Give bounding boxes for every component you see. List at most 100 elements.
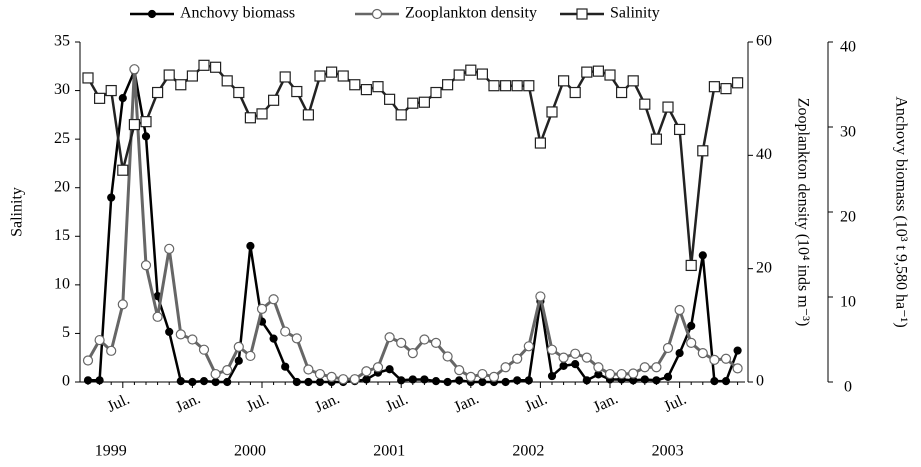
x-tick-label: Jul. xyxy=(661,391,689,416)
data-point xyxy=(407,97,419,109)
data-point xyxy=(93,92,106,104)
data-point xyxy=(279,71,291,83)
data-point xyxy=(431,377,441,386)
data-point xyxy=(314,368,326,380)
data-point xyxy=(164,243,175,254)
data-point xyxy=(697,348,708,359)
y3-axis-label: Anchovy biomass (10³ t 9,580 ha⁻¹) xyxy=(892,96,909,327)
data-point xyxy=(94,334,105,346)
y2-tick-label: 40 xyxy=(756,146,772,163)
data-point xyxy=(698,251,707,260)
x-tick-label: Jul. xyxy=(522,391,550,416)
data-point xyxy=(687,321,696,330)
data-point xyxy=(650,133,663,145)
data-point xyxy=(83,376,93,385)
data-point xyxy=(211,377,220,387)
y-tick-label: 0 xyxy=(62,373,70,390)
data-point xyxy=(476,68,488,80)
data-point xyxy=(721,377,731,386)
data-point xyxy=(488,80,500,92)
data-point xyxy=(372,362,384,373)
data-point xyxy=(106,345,117,356)
data-point xyxy=(675,349,684,358)
data-point xyxy=(280,326,291,337)
data-point xyxy=(256,108,268,120)
data-point xyxy=(488,371,500,382)
data-point xyxy=(384,93,396,105)
legend-marker xyxy=(147,9,157,19)
y3-tick-label: 30 xyxy=(840,124,856,141)
data-point xyxy=(662,342,674,354)
x-tick-label: Jul. xyxy=(383,391,411,416)
x-tick-label: Jul. xyxy=(105,391,133,416)
data-point xyxy=(582,376,591,385)
y3-tick-label: 0 xyxy=(844,379,852,396)
data-point xyxy=(593,362,604,373)
data-point xyxy=(454,365,465,376)
y-tick-label: 30 xyxy=(54,81,70,98)
data-point xyxy=(314,70,326,82)
data-point xyxy=(628,368,639,379)
x-tick-label: Jan. xyxy=(312,390,342,416)
data-point xyxy=(685,259,697,272)
data-point xyxy=(82,72,94,84)
data-point xyxy=(604,368,616,380)
data-point xyxy=(349,79,361,91)
data-point xyxy=(244,112,256,124)
y-tick-label: 15 xyxy=(54,227,70,244)
data-point xyxy=(245,350,256,362)
data-point xyxy=(360,83,372,96)
data-point xyxy=(547,371,557,381)
y3-tick-label: 20 xyxy=(840,209,856,226)
data-point xyxy=(500,80,512,92)
data-point xyxy=(384,332,395,343)
data-point xyxy=(199,377,209,386)
data-point xyxy=(397,376,406,385)
data-point xyxy=(152,86,164,99)
data-point xyxy=(731,77,744,89)
data-point xyxy=(223,377,232,387)
data-point xyxy=(581,352,592,363)
data-point xyxy=(710,377,719,386)
data-point xyxy=(627,75,639,87)
data-point xyxy=(268,294,279,305)
data-point xyxy=(396,337,407,348)
data-point xyxy=(523,341,534,352)
x-tick-label: Jan. xyxy=(173,390,203,416)
data-point xyxy=(302,109,314,121)
year-label: 1999 xyxy=(95,443,127,460)
year-label: 2000 xyxy=(234,443,266,460)
legend-label: Salinity xyxy=(610,5,660,22)
data-point xyxy=(569,86,581,99)
x-tick-label: Jan. xyxy=(451,390,481,416)
y2-tick-label: 60 xyxy=(756,33,772,50)
data-point xyxy=(443,377,452,387)
data-point xyxy=(304,377,313,387)
data-point xyxy=(559,361,568,370)
data-point xyxy=(720,83,732,95)
data-point xyxy=(546,106,558,118)
year-label: 2003 xyxy=(652,443,684,460)
data-point xyxy=(372,81,384,93)
y-axis-label: Salinity xyxy=(9,187,26,237)
data-point xyxy=(291,85,303,98)
data-point xyxy=(640,375,649,384)
data-point xyxy=(118,93,127,103)
y2-tick-label: 20 xyxy=(756,259,772,276)
data-point xyxy=(639,362,650,373)
data-point xyxy=(615,86,628,99)
data-point xyxy=(140,116,152,128)
data-point xyxy=(152,311,163,322)
data-point xyxy=(430,86,442,99)
data-point xyxy=(558,352,569,363)
data-point xyxy=(733,346,742,355)
data-point xyxy=(420,375,429,384)
year-label: 2001 xyxy=(373,443,405,460)
data-point xyxy=(315,377,325,387)
data-point xyxy=(210,61,222,73)
data-point xyxy=(117,299,128,310)
data-point xyxy=(291,333,302,344)
data-point xyxy=(246,241,255,251)
data-point xyxy=(303,364,314,375)
data-point xyxy=(326,371,337,382)
